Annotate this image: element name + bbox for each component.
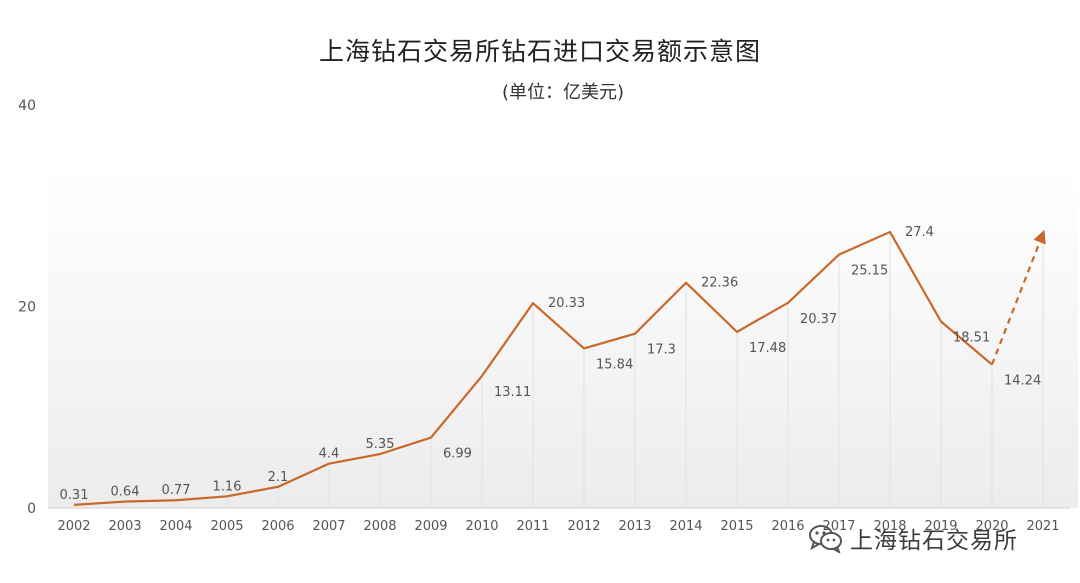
data-label: 1.16 xyxy=(213,479,242,494)
x-tick-label: 2012 xyxy=(567,519,600,534)
data-label: 15.84 xyxy=(596,357,633,372)
data-label: 22.36 xyxy=(701,276,738,291)
data-label: 20.33 xyxy=(548,296,585,311)
data-label: 14.24 xyxy=(1004,374,1041,389)
data-label: 13.11 xyxy=(494,385,531,400)
x-tick-label: 2020 xyxy=(975,519,1008,534)
projection-arrow xyxy=(990,229,1046,365)
y-tick-label: 40 xyxy=(18,98,36,114)
plot-background xyxy=(48,168,1078,508)
data-label: 27.4 xyxy=(905,225,934,240)
x-tick-label: 2015 xyxy=(720,519,753,534)
x-tick-label: 2013 xyxy=(618,519,651,534)
x-tick-label: 2009 xyxy=(414,519,447,534)
x-tick-label: 2010 xyxy=(465,519,498,534)
x-tick-label: 2021 xyxy=(1026,519,1059,534)
series-line xyxy=(73,230,993,506)
data-label: 20.37 xyxy=(800,312,837,327)
x-tick-label: 2006 xyxy=(261,519,294,534)
data-label: 0.31 xyxy=(60,488,89,503)
watermark: 上海钻石交易所 xyxy=(808,520,1018,556)
data-label: 6.99 xyxy=(443,447,472,462)
data-label: 0.77 xyxy=(162,483,191,498)
x-axis: 2002 2003 2004 2005 2006 2007 2008 2009 2010 2011… xyxy=(57,519,1059,534)
y-tick-label: 20 xyxy=(18,300,36,316)
chart-subtitle: (单位：亿美元) xyxy=(501,82,625,103)
x-tick-label: 2008 xyxy=(363,519,396,534)
x-tick-label: 2003 xyxy=(108,519,141,534)
wechat-icon xyxy=(809,525,842,553)
data-label: 17.3 xyxy=(647,343,676,358)
drop-lines xyxy=(73,231,1044,508)
y-tick-label: 0 xyxy=(27,501,36,517)
x-tick-label: 2011 xyxy=(516,519,549,534)
data-label: 5.35 xyxy=(366,437,395,452)
x-tick-label: 2019 xyxy=(924,519,957,534)
x-tick-label: 2007 xyxy=(312,519,345,534)
chart-title: 上海钻石交易所钻石进口交易额示意图 xyxy=(318,37,761,66)
x-tick-label: 2016 xyxy=(771,519,804,534)
x-tick-label: 2014 xyxy=(669,519,702,534)
data-label: 17.48 xyxy=(749,341,786,356)
data-labels: 0.31 0.64 0.77 1.16 2.1 4.4 5.35 6.99 13.11 20.33… xyxy=(60,225,1042,503)
x-tick-label: 2018 xyxy=(873,519,906,534)
data-label: 2.1 xyxy=(268,470,289,485)
x-tick-label: 2002 xyxy=(57,519,90,534)
x-tick-label: 2005 xyxy=(210,519,243,534)
data-label: 18.51 xyxy=(953,331,990,346)
data-label: 4.4 xyxy=(319,447,340,462)
data-label: 25.15 xyxy=(851,264,888,279)
data-label: 0.64 xyxy=(111,485,140,500)
y-axis: 0 20 40 xyxy=(18,98,36,517)
x-tick-label: 2004 xyxy=(159,519,192,534)
watermark-text: 上海钻石交易所 xyxy=(850,528,1018,554)
